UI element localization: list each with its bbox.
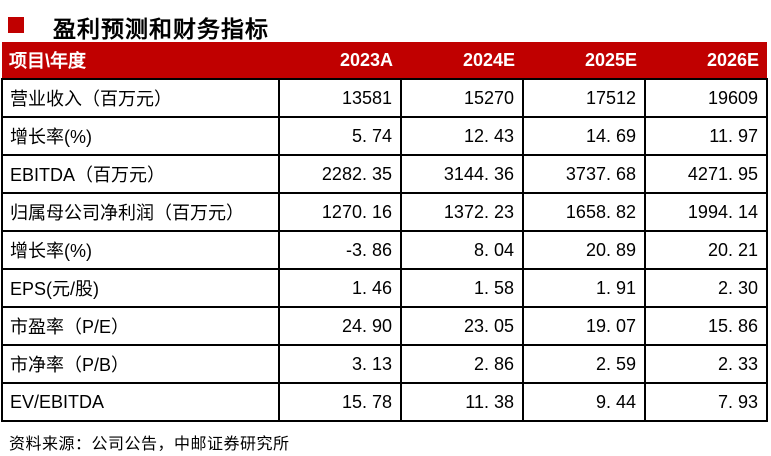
cell-value: -3. 86 — [278, 230, 402, 270]
row-label-pe: 市盈率（P/E） — [1, 306, 280, 346]
cell-value: 14. 69 — [522, 116, 646, 156]
cell-value: 15. 86 — [644, 306, 768, 346]
table-row: EPS(元/股) 1. 46 1. 58 1. 91 2. 30 — [1, 268, 768, 308]
cell-value: 1. 46 — [278, 268, 402, 308]
col-header-2024e: 2024E — [401, 42, 523, 79]
table-row: EV/EBITDA 15. 78 11. 38 9. 44 7. 93 — [1, 382, 768, 422]
cell-value: 1658. 82 — [522, 192, 646, 232]
cell-value: 9. 44 — [522, 382, 646, 422]
cell-value: 1994. 14 — [644, 192, 768, 232]
cell-value: 24. 90 — [278, 306, 402, 346]
table-row: 增长率(%) -3. 86 8. 04 20. 89 20. 21 — [1, 230, 768, 270]
cell-value: 5. 74 — [278, 116, 402, 156]
table-row: 营业收入（百万元） 13581 15270 17512 19609 — [1, 78, 768, 118]
section-bullet-icon — [8, 17, 24, 33]
cell-value: 1270. 16 — [278, 192, 402, 232]
table-row: 市净率（P/B） 3. 13 2. 86 2. 59 2. 33 — [1, 344, 768, 384]
cell-value: 3737. 68 — [522, 154, 646, 194]
cell-value: 8. 04 — [400, 230, 524, 270]
table-header-row: 项目\年度 2023A 2024E 2025E 2026E — [2, 42, 767, 79]
col-header-2023a: 2023A — [279, 42, 401, 79]
cell-value: 3144. 36 — [400, 154, 524, 194]
cell-value: 23. 05 — [400, 306, 524, 346]
row-label-ev-ebitda: EV/EBITDA — [1, 382, 280, 422]
col-header-item-year: 项目\年度 — [2, 42, 279, 79]
table-row: 市盈率（P/E） 24. 90 23. 05 19. 07 15. 86 — [1, 306, 768, 346]
col-header-2026e: 2026E — [645, 42, 767, 79]
cell-value: 4271. 95 — [644, 154, 768, 194]
col-header-2025e: 2025E — [523, 42, 645, 79]
cell-value: 17512 — [522, 78, 646, 118]
row-label-net-profit: 归属母公司净利润（百万元） — [1, 192, 280, 232]
row-label-profit-growth: 增长率(%) — [1, 230, 280, 270]
cell-value: 12. 43 — [400, 116, 524, 156]
table-row: 归属母公司净利润（百万元） 1270. 16 1372. 23 1658. 82… — [1, 192, 768, 232]
cell-value: 19. 07 — [522, 306, 646, 346]
row-label-revenue-growth: 增长率(%) — [1, 116, 280, 156]
cell-value: 11. 97 — [644, 116, 768, 156]
source-note: 资料来源：公司公告，中邮证券研究所 — [9, 436, 290, 453]
cell-value: 1372. 23 — [400, 192, 524, 232]
cell-value: 2. 59 — [522, 344, 646, 384]
row-label-ebitda: EBITDA（百万元） — [1, 154, 280, 194]
cell-value: 15270 — [400, 78, 524, 118]
cell-value: 2. 86 — [400, 344, 524, 384]
cell-value: 2282. 35 — [278, 154, 402, 194]
row-label-eps: EPS(元/股) — [1, 268, 280, 308]
cell-value: 3. 13 — [278, 344, 402, 384]
financial-forecast-table: 项目\年度 2023A 2024E 2025E 2026E 营业收入（百万元） … — [1, 42, 768, 422]
cell-value: 19609 — [644, 78, 768, 118]
section-header: 盈利预测和财务指标 — [0, 0, 771, 42]
page-title: 盈利预测和财务指标 — [53, 17, 269, 42]
cell-value: 15. 78 — [278, 382, 402, 422]
cell-value: 11. 38 — [400, 382, 524, 422]
row-label-revenue: 营业收入（百万元） — [1, 78, 280, 118]
cell-value: 2. 30 — [644, 268, 768, 308]
cell-value: 7. 93 — [644, 382, 768, 422]
cell-value: 1. 58 — [400, 268, 524, 308]
cell-value: 2. 33 — [644, 344, 768, 384]
table-row: EBITDA（百万元） 2282. 35 3144. 36 3737. 68 4… — [1, 154, 768, 194]
cell-value: 20. 89 — [522, 230, 646, 270]
table-row: 增长率(%) 5. 74 12. 43 14. 69 11. 97 — [1, 116, 768, 156]
row-label-pb: 市净率（P/B） — [1, 344, 280, 384]
cell-value: 1. 91 — [522, 268, 646, 308]
cell-value: 20. 21 — [644, 230, 768, 270]
cell-value: 13581 — [278, 78, 402, 118]
